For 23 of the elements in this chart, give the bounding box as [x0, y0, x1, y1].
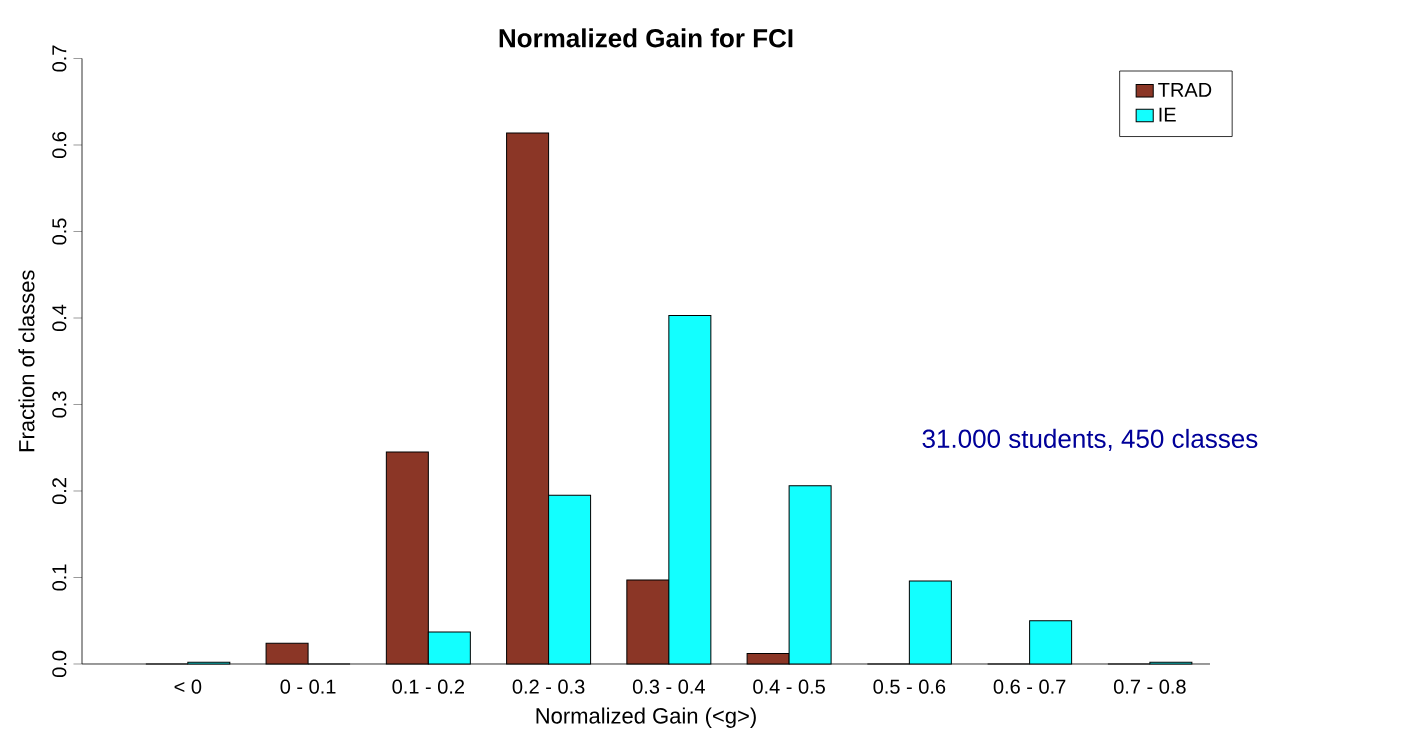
y-tick-label: 0.3	[52, 391, 67, 418]
x-tick-label: 0.2 - 0.3	[512, 679, 585, 694]
x-tick-label: 0.6 - 0.7	[993, 679, 1066, 694]
y-tick-label: 0.4	[52, 304, 67, 332]
y-tick-label: 0.0	[52, 650, 67, 678]
legend-label: TRAD	[1158, 83, 1212, 97]
x-tick-label: 0.5 - 0.6	[873, 679, 946, 694]
y-tick-label: 0.5	[52, 218, 67, 245]
x-axis-title: Normalized Gain (<g>)	[536, 707, 756, 728]
y-tick-label: 0.2	[52, 478, 67, 505]
y-tick-label: 0.7	[52, 45, 67, 72]
x-tick-label: 0.3 - 0.4	[632, 679, 705, 694]
chart-title: Normalized Gain for FCI	[499, 28, 793, 48]
x-tick-label: < 0	[174, 679, 202, 694]
legend-label: IE	[1159, 107, 1176, 122]
x-tick-label: 0.1 - 0.2	[392, 679, 465, 694]
y-axis-title: Fraction of classes	[18, 270, 35, 452]
annotation: 31.000 students, 450 classes	[922, 428, 1258, 452]
x-tick-label: 0.7 - 0.8	[1113, 679, 1186, 694]
y-tick-label: 0.6	[52, 131, 67, 159]
x-tick-label: 0 - 0.1	[280, 679, 336, 694]
y-tick-label: 0.1	[52, 564, 67, 591]
x-tick-label: 0.4 - 0.5	[753, 679, 825, 694]
